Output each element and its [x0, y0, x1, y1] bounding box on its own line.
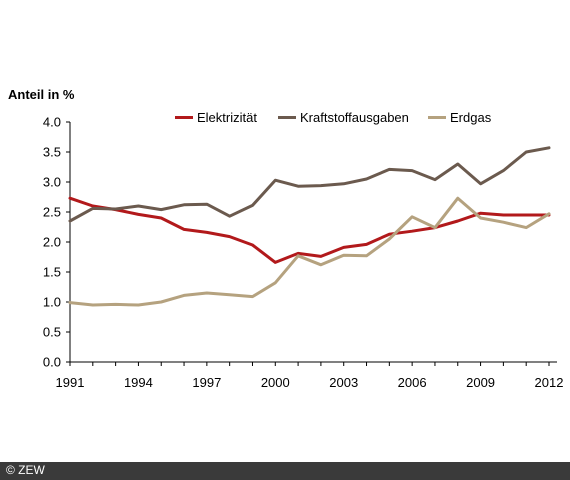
- x-tick-label: 1991: [56, 375, 85, 390]
- y-tick-label: 4.0: [43, 115, 61, 130]
- footer-bar: © ZEW: [0, 462, 570, 480]
- y-tick-label: 0.0: [43, 355, 61, 370]
- legend: Elektrizität Kraftstoffausgaben Erdgas: [0, 110, 570, 130]
- series-lines: [68, 146, 551, 307]
- line-chart: 0.0 0.5 1.0 1.5 2.0 2.5 3.0 3.5 4.0 1991 1994 1997 2…: [43, 115, 564, 391]
- series-line-1: [68, 146, 551, 223]
- legend-swatch-elektrizitaet: [175, 116, 193, 119]
- x-tick-label: 2003: [329, 375, 358, 390]
- x-tick-label: 2006: [398, 375, 427, 390]
- legend-swatch-erdgas: [428, 116, 446, 119]
- legend-label-elektrizitaet: Elektrizität: [197, 110, 257, 125]
- copyright-text: © ZEW: [6, 463, 45, 477]
- legend-label-kraftstoffausgaben: Kraftstoffausgaben: [300, 110, 409, 125]
- x-tick-label: 2000: [261, 375, 290, 390]
- x-tick-label: 1994: [124, 375, 153, 390]
- y-tick-label: 1.5: [43, 265, 61, 280]
- axes: 0.0 0.5 1.0 1.5 2.0 2.5 3.0 3.5 4.0 1991 1994 1997 2…: [43, 115, 564, 391]
- y-tick-label: 3.0: [43, 175, 61, 190]
- x-tick-label: 2012: [535, 375, 564, 390]
- legend-item-kraftstoffausgaben: Kraftstoffausgaben: [278, 110, 409, 125]
- series-line-0: [68, 196, 551, 264]
- legend-item-erdgas: Erdgas: [428, 110, 491, 125]
- y-tick-label: 3.5: [43, 145, 61, 160]
- y-tick-label: 2.0: [43, 235, 61, 250]
- legend-swatch-kraftstoffausgaben: [278, 116, 296, 119]
- x-tick-label: 2009: [466, 375, 495, 390]
- y-axis-label: Anteil in %: [8, 87, 75, 102]
- x-tick-label: 1997: [192, 375, 221, 390]
- series-line-2: [68, 196, 551, 307]
- legend-label-erdgas: Erdgas: [450, 110, 492, 125]
- legend-item-elektrizitaet: Elektrizität: [175, 110, 257, 125]
- y-tick-label: 2.5: [43, 205, 61, 220]
- y-tick-label: 0.5: [43, 325, 61, 340]
- y-tick-label: 1.0: [43, 295, 61, 310]
